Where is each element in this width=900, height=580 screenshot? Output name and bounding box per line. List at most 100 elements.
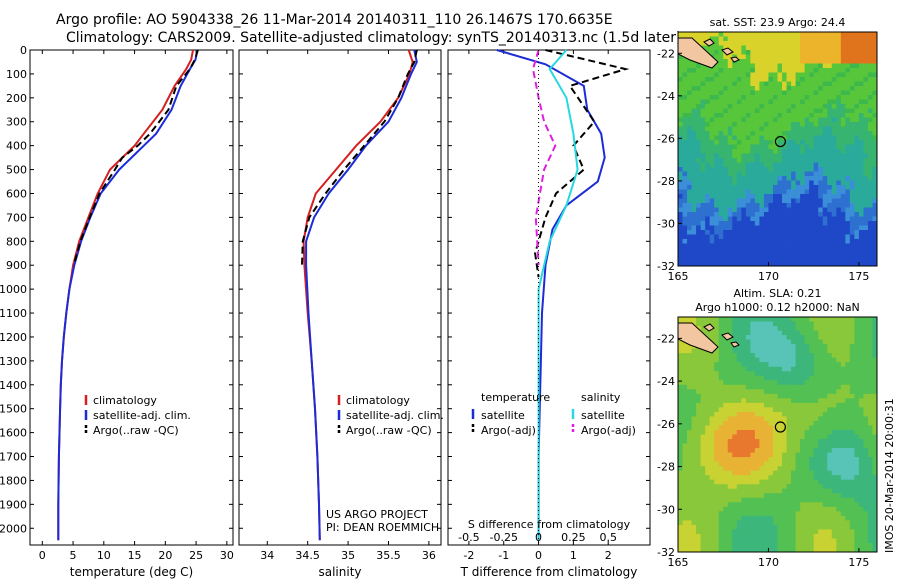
map-cell [763,538,769,544]
map-cell [827,59,833,64]
map-cell [786,380,792,386]
map-cell [759,162,765,168]
map-cell [791,411,796,417]
map-cell [827,158,833,163]
map-cell [849,95,855,100]
map-cell [678,131,683,136]
map-cell [786,117,792,123]
map-cell [800,99,806,105]
map-cell [750,171,756,177]
map-cell [849,547,855,553]
map-cell [854,171,860,177]
map-cell [723,243,729,249]
map-cell [750,239,756,244]
map-cell [804,321,810,327]
map-cell [813,248,819,253]
map-cell [718,126,724,132]
map-cell [700,317,706,322]
map-cell [777,203,783,208]
map-cell [836,243,842,249]
map-cell [800,185,806,190]
map-cell [849,77,855,82]
y-tick-label: 1300 [0,355,27,368]
map-cell [759,429,765,435]
map-cell [741,407,747,413]
map-cell [768,32,774,37]
map-cell [732,515,738,521]
map-cell [732,230,738,235]
map-cell [872,321,878,327]
map-cell [714,434,720,440]
map-cell [768,520,774,526]
map-cell [831,511,837,517]
map-cell [827,135,833,141]
map-cell [714,411,720,417]
map-cell [786,479,792,485]
map-cell [858,398,864,404]
map-cell [736,95,742,100]
project-line-1: US ARGO PROJECT [326,508,428,521]
map-cell [872,180,878,186]
map-cell [777,207,783,213]
map-cell [822,357,828,363]
map-cell [696,32,702,37]
map-cell [678,113,683,118]
map-cell [822,68,828,73]
map-cell [777,393,783,399]
map-cell [831,243,837,249]
map-cell [754,252,760,258]
map-cell [736,520,742,526]
map-cell [687,117,692,123]
map-cell [822,317,828,322]
map-cell [727,126,733,132]
map-cell [831,547,837,553]
map-cell [858,252,864,258]
map-cell [840,185,846,190]
map-cell [709,389,715,395]
map-cell [836,113,842,118]
map-cell [831,538,837,544]
map-cell [840,529,846,535]
map-cell [813,348,819,354]
map-cell [818,375,824,381]
map-cell [867,50,873,55]
map-cell [754,470,760,476]
map-cell [745,317,751,322]
map-cell [863,321,869,327]
map-cell [678,63,683,69]
map-cell [768,511,774,517]
map-cell [818,207,824,213]
map-cell [858,41,864,46]
map-cell [813,479,819,485]
map-cell [782,36,787,42]
map-cell [854,203,860,208]
map-cell [687,203,692,208]
map-cell [840,520,846,526]
map-cell [745,443,751,449]
map-cell [818,68,824,73]
map-cell [705,475,711,481]
map-cell [732,99,738,105]
map-cell [687,234,692,240]
map-cell [795,72,801,78]
map-cell [682,547,688,553]
map-cell [723,261,729,267]
map-cell [732,366,738,372]
map-cell [831,113,837,118]
map-cell [809,439,815,444]
map-cell [872,90,878,96]
map-cell [696,488,702,494]
map-cell [705,425,711,431]
map-cell [745,407,751,413]
map-cell [818,113,824,118]
map-cell [714,542,720,548]
map-cell [840,50,846,55]
map-cell [741,353,747,359]
map-cell [831,149,837,154]
map-cell [872,407,878,413]
map-cell [691,529,697,535]
map-cell [700,104,706,109]
map-cell [709,225,715,231]
map-cell [836,126,842,132]
map-cell [800,515,806,521]
